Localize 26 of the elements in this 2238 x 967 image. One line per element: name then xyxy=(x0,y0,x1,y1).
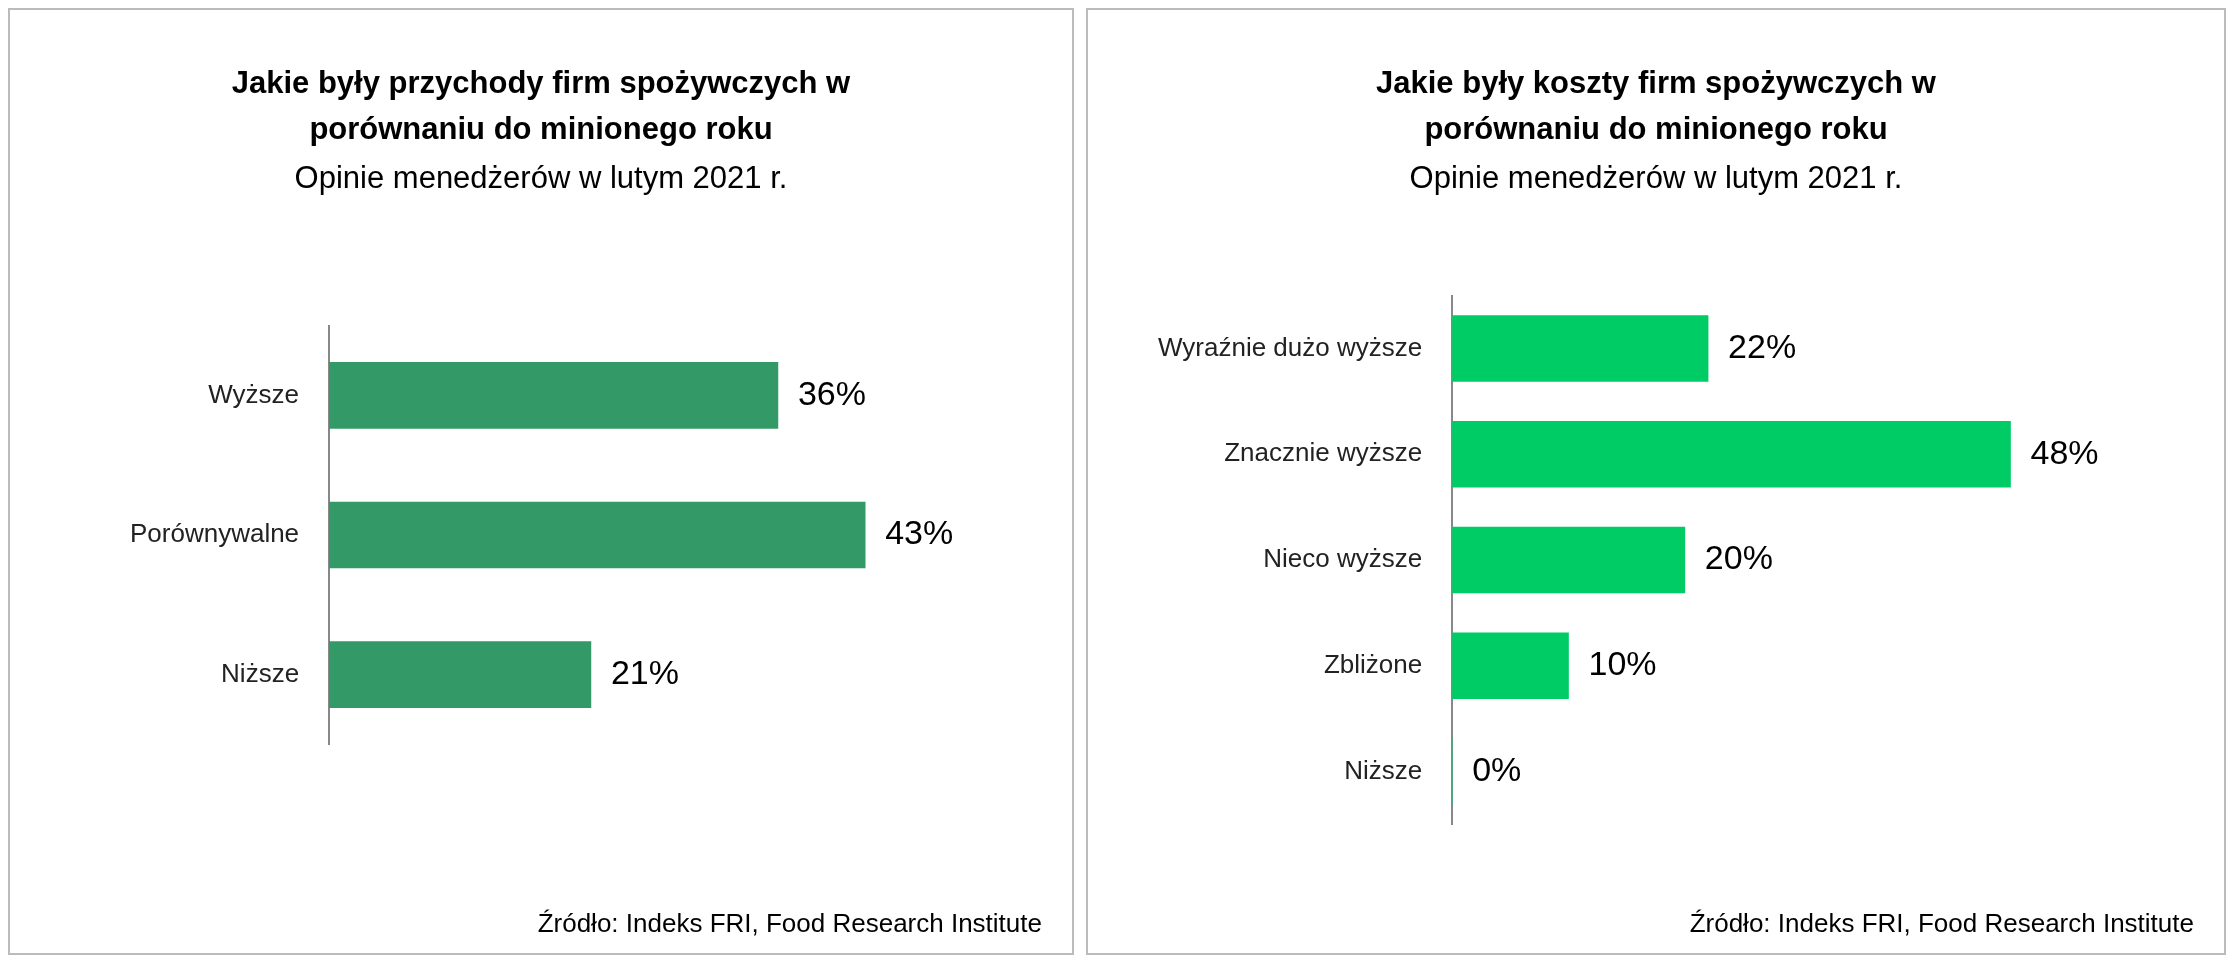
bar xyxy=(1452,420,2011,488)
chart-subtitle: Opinie menedżerów w lutym 2021 r. xyxy=(293,160,789,196)
y-tick-label: Zbliżone xyxy=(1323,648,1423,679)
y-tick-label: Niższe xyxy=(221,657,300,688)
data-label: 22% xyxy=(1728,326,1797,365)
y-tick-label: Znacznie wyższe xyxy=(1224,437,1423,468)
data-label: 10% xyxy=(1588,644,1657,683)
y-tick-label: Porównywalne xyxy=(130,518,300,549)
bar xyxy=(1452,315,1709,382)
y-tick-label: Niższe xyxy=(1344,754,1423,785)
y-tick-label: Wyższe xyxy=(208,378,300,409)
data-label: 0% xyxy=(1472,749,1522,788)
bar xyxy=(1452,632,1569,700)
y-tick-label: Nieco wyższe xyxy=(1263,543,1423,574)
data-label: 36% xyxy=(797,373,866,412)
data-label: 48% xyxy=(2030,432,2099,471)
y-tick-label: Wyraźnie dużo wyższe xyxy=(1157,331,1423,362)
chart-subtitle: Opinie menedżerów w lutym 2021 r. xyxy=(1408,160,1904,196)
chart-title: Jakie były koszty firm spożywczych w porównaniu do minionego roku xyxy=(1375,64,1937,148)
data-label: 43% xyxy=(885,513,954,552)
bar xyxy=(1452,526,1686,594)
data-label: 21% xyxy=(610,652,679,691)
chart-title: Jakie były przychody firm spożywczych w porównaniu do minionego roku xyxy=(230,64,852,148)
text: Źródło: Indeks FRI, Food Research Institute xyxy=(537,908,1042,939)
data-label: 20% xyxy=(1704,538,1773,577)
text: Źródło: Indeks FRI, Food Research Institute xyxy=(1689,908,2194,939)
